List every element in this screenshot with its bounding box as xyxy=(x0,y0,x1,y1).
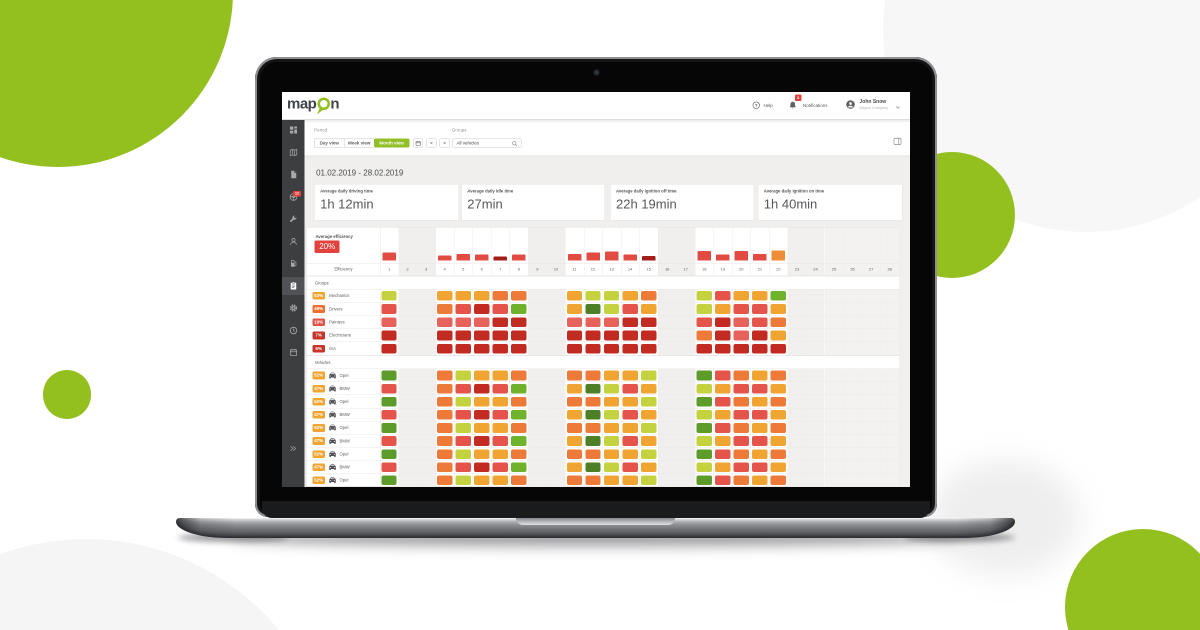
svg-text:?: ? xyxy=(755,103,758,109)
